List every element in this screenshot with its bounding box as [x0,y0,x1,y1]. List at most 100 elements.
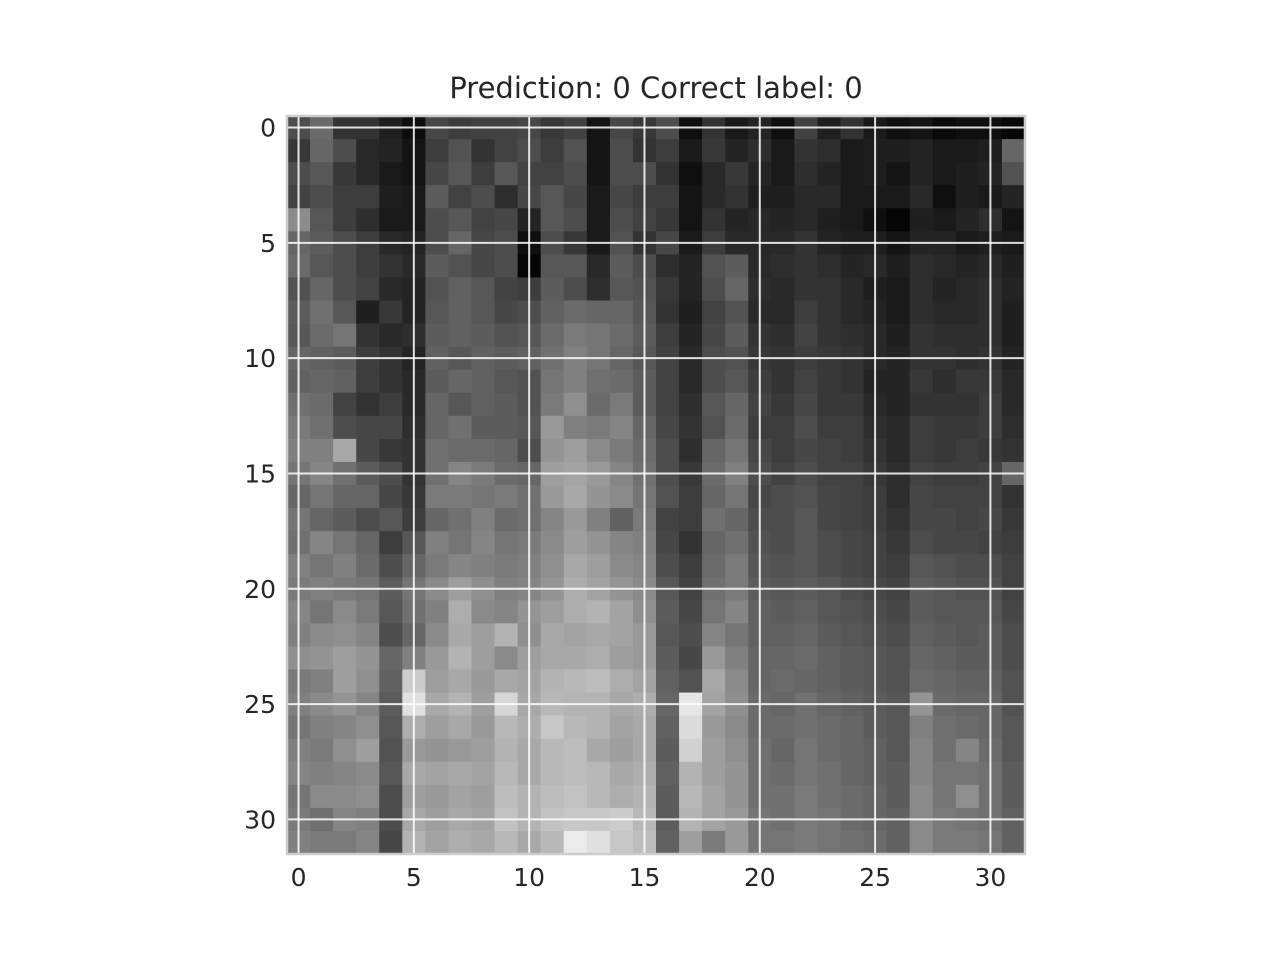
heatmap-cell [702,369,726,394]
heatmap-cell [932,369,957,394]
heatmap-cell [840,300,865,325]
heatmap-cell [609,139,634,163]
heatmap-cell [656,646,680,671]
heatmap-cell [448,554,473,578]
heatmap-cell [333,738,357,763]
heatmap-cell [771,784,795,809]
heatmap-cell [540,830,565,855]
heatmap-cell [425,185,450,209]
heatmap-cell [563,369,588,394]
heatmap-cell [817,485,842,509]
heatmap-cell [794,277,819,302]
heatmap-cell [679,208,703,232]
heatmap-cell [448,162,473,186]
heatmap-cell [356,162,380,186]
heatmap-cell [932,415,957,440]
heatmap-cells [287,116,1026,855]
heatmap-cell [425,715,450,740]
heatmap-cell [494,508,519,532]
heatmap-cell [494,784,519,809]
heatmap-cell [794,162,819,186]
heatmap-cell [379,369,403,394]
heatmap-cell [448,600,473,624]
heatmap-cell [471,669,496,694]
heatmap-cell [817,646,842,671]
heatmap-cell [1001,415,1026,440]
y-tick-label: 5 [260,229,276,258]
heatmap-cell [471,277,496,302]
heatmap-cell [840,208,865,232]
heatmap-cell [725,738,749,763]
heatmap-cell [955,208,980,232]
heatmap-cell [609,554,634,578]
heatmap-cell [679,415,703,440]
heatmap-cell [840,669,865,694]
heatmap-cell [725,554,749,578]
heatmap-cell [310,162,334,186]
heatmap-cell [448,369,473,394]
heatmap-cell [702,300,726,325]
heatmap-cell [310,300,334,325]
heatmap-cell [356,623,380,648]
heatmap-cell [771,531,795,555]
heatmap-cell [356,531,380,555]
heatmap-cell [771,715,795,740]
heatmap-cell [1001,162,1026,186]
heatmap-cell [379,485,403,509]
heatmap-cell [1001,485,1026,509]
heatmap-cell [425,600,450,624]
heatmap-cell [448,139,473,163]
heatmap-cell [540,139,565,163]
heatmap-cell [725,415,749,440]
heatmap-cell [586,784,611,809]
heatmap-cell [702,254,726,279]
heatmap-cell [448,300,473,325]
heatmap-cell [679,715,703,740]
heatmap-cell [702,669,726,694]
heatmap-cell [725,392,749,417]
heatmap-cell [817,715,842,740]
heatmap-cell [310,323,334,348]
heatmap-cell [448,784,473,809]
heatmap-cell [886,715,911,740]
heatmap-cell [540,508,565,532]
heatmap-cell [702,323,726,348]
heatmap-cell [771,830,795,855]
heatmap-cell [333,300,357,325]
heatmap-cell [932,277,957,302]
heatmap-cell [586,162,611,186]
heatmap-cell [310,531,334,555]
heatmap-cell [794,531,819,555]
heatmap-cell [1001,508,1026,532]
heatmap-cell [794,600,819,624]
heatmap-cell [794,669,819,694]
heatmap-cell [563,254,588,279]
heatmap-cell [333,369,357,394]
heatmap-cell [679,323,703,348]
heatmap-cell [379,139,403,163]
heatmap-cell [656,208,680,232]
heatmap-cell [471,554,496,578]
heatmap-cell [932,323,957,348]
heatmap-cell [540,784,565,809]
heatmap-cell [494,323,519,348]
heatmap-cell [725,185,749,209]
heatmap-cell [494,715,519,740]
heatmap-cell [955,554,980,578]
heatmap-cell [1001,600,1026,624]
heatmap-cell [563,415,588,440]
heatmap-cell [425,669,450,694]
heatmap-cell [886,208,911,232]
heatmap-cell [333,508,357,532]
y-tick-label: 10 [244,344,276,373]
heatmap-cell [702,715,726,740]
heatmap-cell [494,438,519,463]
heatmap-cell [955,646,980,671]
heatmap-cell [794,646,819,671]
heatmap-cell [955,392,980,417]
heatmap-cell [356,277,380,302]
heatmap-cell [840,485,865,509]
heatmap-cell [379,323,403,348]
heatmap-cell [356,438,380,463]
